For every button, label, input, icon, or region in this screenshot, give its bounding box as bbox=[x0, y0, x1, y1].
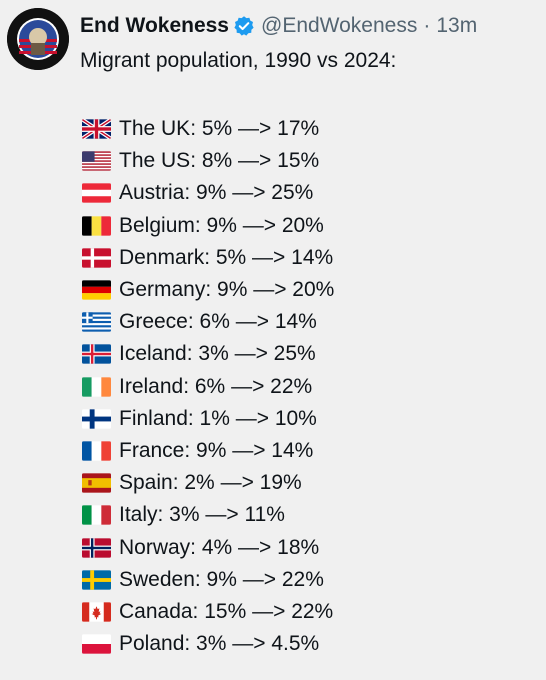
list-item-text: The US: 8% —> 15% bbox=[119, 149, 320, 173]
list-item: Finland: 1% —> 10% bbox=[82, 403, 334, 435]
list-item: Austria: 9% —> 25% bbox=[82, 177, 334, 209]
tweet-header: End Wokeness @EndWokeness · 13m bbox=[80, 13, 538, 39]
list-item: France: 9% —> 14% bbox=[82, 435, 334, 467]
list-item-text: Greece: 6% —> 14% bbox=[119, 310, 317, 334]
list-item-text: Finland: 1% —> 10% bbox=[119, 406, 317, 430]
list-item-text: Ireland: 6% —> 22% bbox=[119, 374, 313, 398]
list-item: Spain: 2% —> 19% bbox=[82, 467, 334, 499]
list-item-text: Norway: 4% —> 18% bbox=[119, 535, 320, 559]
canada-flag-icon bbox=[82, 602, 111, 622]
list-item: Iceland: 3% —> 25% bbox=[82, 338, 334, 370]
list-item-text: Spain: 2% —> 19% bbox=[119, 471, 302, 495]
list-item-text: The UK: 5% —> 17% bbox=[119, 117, 320, 141]
list-item-text: Canada: 15% —> 22% bbox=[119, 599, 334, 623]
iceland-flag-icon bbox=[82, 344, 111, 365]
list-item-text: Austria: 9% —> 25% bbox=[119, 181, 314, 205]
austria-flag-icon bbox=[82, 183, 111, 204]
list-item: Sweden: 9% —> 22% bbox=[82, 564, 334, 596]
list-item-text: Germany: 9% —> 20% bbox=[119, 278, 335, 302]
separator-dot: · bbox=[423, 14, 431, 37]
verified-badge-icon bbox=[234, 16, 254, 36]
avatar[interactable] bbox=[7, 8, 69, 70]
list-item: Ireland: 6% —> 22% bbox=[82, 371, 334, 403]
list-item: Norway: 4% —> 18% bbox=[82, 531, 334, 563]
germany-flag-icon bbox=[82, 280, 111, 300]
list-item: The UK: 5% —> 17% bbox=[82, 113, 334, 145]
uk-flag-icon bbox=[82, 119, 111, 140]
poland-flag-icon bbox=[82, 634, 111, 654]
finland-flag-icon bbox=[82, 409, 111, 429]
list-item-text: France: 9% —> 14% bbox=[119, 438, 314, 462]
migrant-list: The UK: 5% —> 17% The US: 8% —> 15% Aust… bbox=[82, 113, 334, 660]
list-item: Denmark: 5% —> 14% bbox=[82, 242, 334, 274]
list-item: Poland: 3% —> 4.5% bbox=[82, 628, 334, 660]
spain-flag-icon bbox=[82, 473, 111, 493]
list-item: The US: 8% —> 15% bbox=[82, 145, 334, 177]
list-item: Germany: 9% —> 20% bbox=[82, 274, 334, 306]
france-flag-icon bbox=[82, 441, 111, 461]
norway-flag-icon bbox=[82, 537, 111, 558]
tweet-intro-text: Migrant population, 1990 vs 2024: bbox=[80, 49, 397, 72]
list-item-text: Sweden: 9% —> 22% bbox=[119, 567, 324, 591]
author-handle[interactable]: @EndWokeness bbox=[261, 14, 418, 37]
belgium-flag-icon bbox=[82, 215, 111, 236]
denmark-flag-icon bbox=[82, 248, 111, 268]
list-item-text: Iceland: 3% —> 25% bbox=[119, 342, 316, 366]
sweden-flag-icon bbox=[82, 570, 111, 590]
list-item: Greece: 6% —> 14% bbox=[82, 306, 334, 338]
timestamp[interactable]: 13m bbox=[436, 14, 478, 37]
list-item-text: Denmark: 5% —> 14% bbox=[119, 245, 334, 269]
author-name[interactable]: End Wokeness bbox=[80, 14, 229, 37]
list-item: Belgium: 9% —> 20% bbox=[82, 210, 334, 242]
list-item-text: Poland: 3% —> 4.5% bbox=[119, 632, 320, 656]
list-item: Canada: 15% —> 22% bbox=[82, 596, 334, 628]
list-item-text: Italy: 3% —> 11% bbox=[119, 503, 285, 527]
italy-flag-icon bbox=[82, 505, 111, 526]
greece-flag-icon bbox=[82, 312, 111, 332]
list-item-text: Belgium: 9% —> 20% bbox=[119, 213, 324, 237]
us-flag-icon bbox=[82, 151, 111, 171]
list-item: Italy: 3% —> 11% bbox=[82, 499, 334, 531]
avatar-image bbox=[7, 8, 69, 70]
ireland-flag-icon bbox=[82, 376, 111, 397]
